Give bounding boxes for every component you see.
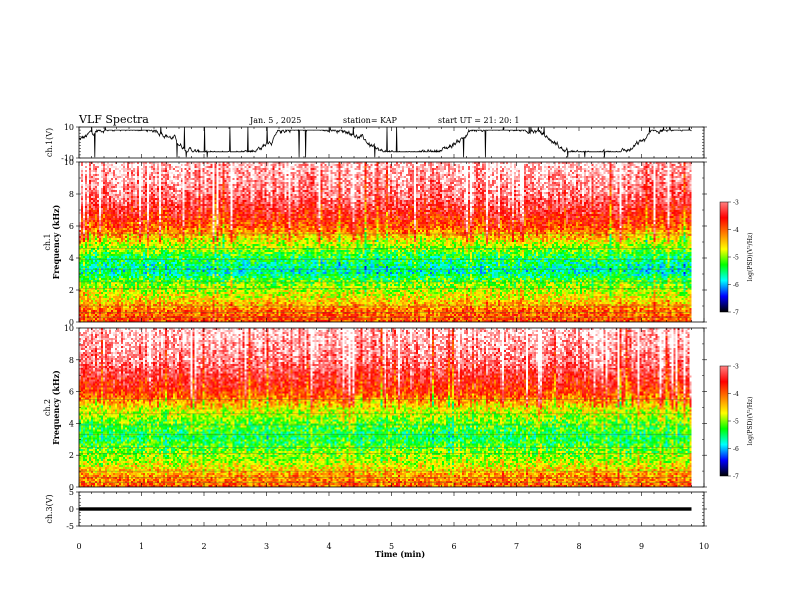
ch3-waveform-band xyxy=(79,507,692,511)
ytick-label: 6 xyxy=(69,222,74,231)
ylabel-channel: ch.1(V) xyxy=(45,128,54,157)
xtick-label: 8 xyxy=(576,542,581,551)
colorbar-tick-label: -3 xyxy=(733,364,739,371)
ytick-label: 0 xyxy=(69,505,74,514)
xtick-label: 1 xyxy=(139,542,144,551)
colorbar-ramp xyxy=(719,201,729,313)
ytick-label: 2 xyxy=(69,451,74,460)
ch1-frame xyxy=(78,126,705,159)
time-axis: 0 1 2 3 4 5 6 7 8 9 10 xyxy=(76,542,709,551)
xtick-label: 2 xyxy=(201,542,206,551)
ch2-spec-heatmap xyxy=(79,328,692,487)
ylabel-channel: ch.2 xyxy=(43,399,52,416)
xtick-label: 4 xyxy=(326,542,331,551)
colorbar-tick-label: -7 xyxy=(733,310,739,317)
colorbar-ch1: -3 -4 -5 -6 -7 log(PSD)(V²/Hz) xyxy=(719,200,754,317)
ylabel-frequency: Frequency (kHz) xyxy=(51,204,61,279)
ylabel-frequency: Frequency (kHz) xyxy=(51,370,61,445)
colorbar-tick-label: -6 xyxy=(733,282,739,289)
colorbar-tick-label: -7 xyxy=(733,474,739,481)
station-label: station= KAP xyxy=(343,116,398,125)
date-label: Jan. 5 , 2025 xyxy=(249,116,301,125)
ytick-label: 6 xyxy=(69,388,74,397)
ch1-waveform-line xyxy=(78,126,692,158)
xtick-label: 9 xyxy=(639,542,644,551)
colorbar-tick-label: -5 xyxy=(733,419,739,426)
ytick-label: 0 xyxy=(69,318,74,327)
xtick-label: 6 xyxy=(451,542,456,551)
colorbar-label: log(PSD)(V²/Hz) xyxy=(747,233,754,282)
colorbar-tick-label: -5 xyxy=(733,255,739,262)
ytick-label: 4 xyxy=(69,419,74,428)
colorbar-ramp xyxy=(719,365,729,477)
x-axis-label: Time (min) xyxy=(375,549,425,559)
ch2-spectrogram-panel: 0 2 4 6 8 10 ch.2 Frequency (kHz) xyxy=(43,324,707,492)
ytick-label: -5 xyxy=(66,522,74,531)
ytick-label: -10 xyxy=(61,154,74,163)
ch3-waveform-panel: 5 0 -5 ch.3(V) xyxy=(45,488,707,531)
colorbar-label: log(PSD)(V²/Hz) xyxy=(747,397,754,446)
ytick-label: 2 xyxy=(69,286,74,295)
ytick-label: 4 xyxy=(69,254,74,263)
ch1-waveform-panel: 10 -10 ch.1(V) xyxy=(45,123,707,163)
ylabel-channel: ch.3(V) xyxy=(45,494,54,523)
xtick-label: 0 xyxy=(76,542,81,551)
start-time-label: start UT = 21: 20: 1 xyxy=(438,116,519,125)
ytick-label: 10 xyxy=(64,324,74,333)
colorbar-tick-label: -6 xyxy=(733,446,739,453)
figure-title: VLF Spectra xyxy=(78,113,149,126)
xtick-label: 10 xyxy=(699,542,709,551)
colorbar-tick-label: -3 xyxy=(733,200,739,207)
ytick-label: 0 xyxy=(69,483,74,492)
ytick-label: 8 xyxy=(69,190,74,199)
xtick-label: 7 xyxy=(514,542,519,551)
ytick-label: 10 xyxy=(64,158,74,167)
ytick-label: 10 xyxy=(64,123,74,132)
ch1-spec-heatmap xyxy=(79,162,692,322)
ytick-label: 8 xyxy=(69,356,74,365)
colorbar-tick-label: -4 xyxy=(733,391,739,398)
colorbar-ch2: -3 -4 -5 -6 -7 log(PSD)(V²/Hz) xyxy=(719,364,754,481)
ylabel-channel: ch.1 xyxy=(43,233,52,250)
ytick-label: 5 xyxy=(69,488,74,497)
xtick-label: 3 xyxy=(264,542,269,551)
colorbar-tick-label: -4 xyxy=(733,227,739,234)
ch1-spectrogram-panel: 0 2 4 6 8 10 ch.1 Frequency (kHz) xyxy=(43,158,707,327)
xtick-label: 5 xyxy=(389,542,394,551)
